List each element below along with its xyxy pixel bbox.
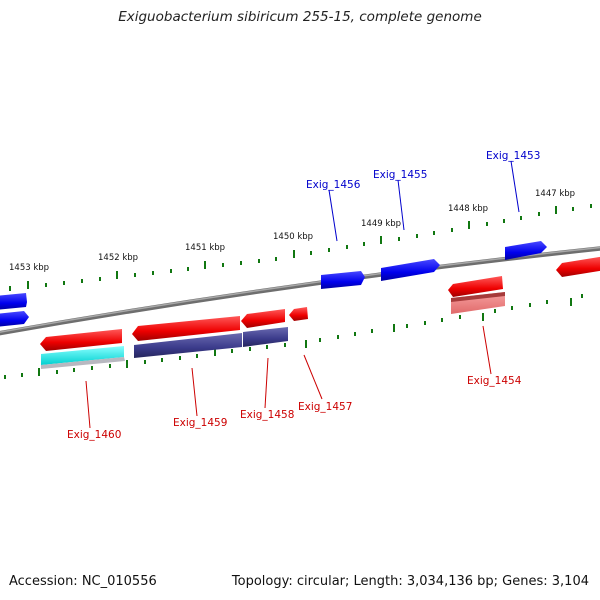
accession-text: Accession: NC_010556	[9, 574, 157, 589]
gene-arrow-reverse	[556, 256, 600, 277]
gene-arrow-exig-1453	[505, 241, 547, 260]
gene-arrow-exig-1460	[40, 329, 122, 351]
gene-label-exig-1455[interactable]: Exig_1455	[373, 169, 427, 181]
gene-arrow-exig-1457	[289, 307, 308, 321]
label-leaders	[85, 160, 520, 429]
inner-ruler	[4, 294, 583, 379]
outer-ruler	[9, 204, 592, 291]
gene-label-exig-1453[interactable]: Exig_1453	[486, 150, 540, 162]
gene-label-exig-1457[interactable]: Exig_1457	[298, 401, 352, 413]
tick-label: 1449 kbp	[361, 219, 401, 229]
leader-line	[303, 354, 323, 400]
gene-arrow-exig-1455	[381, 259, 440, 281]
tick-label: 1447 kbp	[535, 189, 575, 199]
gene-arrow-forward	[0, 311, 29, 327]
genome-backbone	[0, 246, 600, 336]
feature-bar-shadow	[41, 357, 125, 369]
cds-feature-bar	[134, 333, 242, 358]
leader-line	[397, 179, 405, 231]
map-title: Exiguobacterium sibiricum 255-15, comple…	[118, 9, 482, 25]
gene-label-exig-1456[interactable]: Exig_1456	[306, 179, 361, 191]
tick-label: 1453 kbp	[9, 263, 49, 273]
tick-label: 1452 kbp	[98, 253, 138, 263]
leader-line	[85, 380, 91, 429]
leader-line	[191, 367, 198, 417]
cds-feature-bar	[243, 327, 288, 347]
tick-label: 1451 kbp	[185, 243, 225, 253]
gene-arrow-exig-1456	[321, 271, 365, 289]
leader-line	[482, 325, 492, 375]
gene-label-exig-1459[interactable]: Exig_1459	[173, 417, 227, 429]
gene-features	[41, 292, 505, 369]
leader-line	[510, 160, 520, 213]
gene-label-exig-1454[interactable]: Exig_1454	[467, 375, 522, 387]
leader-line	[328, 189, 338, 242]
tick-label: 1448 kbp	[448, 204, 488, 214]
gene-label-exig-1458[interactable]: Exig_1458	[240, 409, 294, 421]
gene-arrow-exig-1459	[132, 316, 240, 341]
genome-summary-text: Topology: circular; Length: 3,034,136 bp…	[231, 574, 589, 589]
rna-feature-bar	[41, 346, 124, 365]
gene-label-exig-1460[interactable]: Exig_1460	[67, 429, 121, 441]
leader-line	[264, 357, 269, 409]
gene-arrow-exig-1458	[241, 309, 285, 328]
tick-label: 1450 kbp	[273, 232, 313, 242]
forward-genes	[0, 241, 547, 327]
feature-bar-top	[451, 292, 505, 302]
reverse-genes	[40, 256, 600, 351]
gene-arrow-exig-1454	[448, 276, 503, 297]
gene-arrow-forward	[0, 293, 27, 310]
